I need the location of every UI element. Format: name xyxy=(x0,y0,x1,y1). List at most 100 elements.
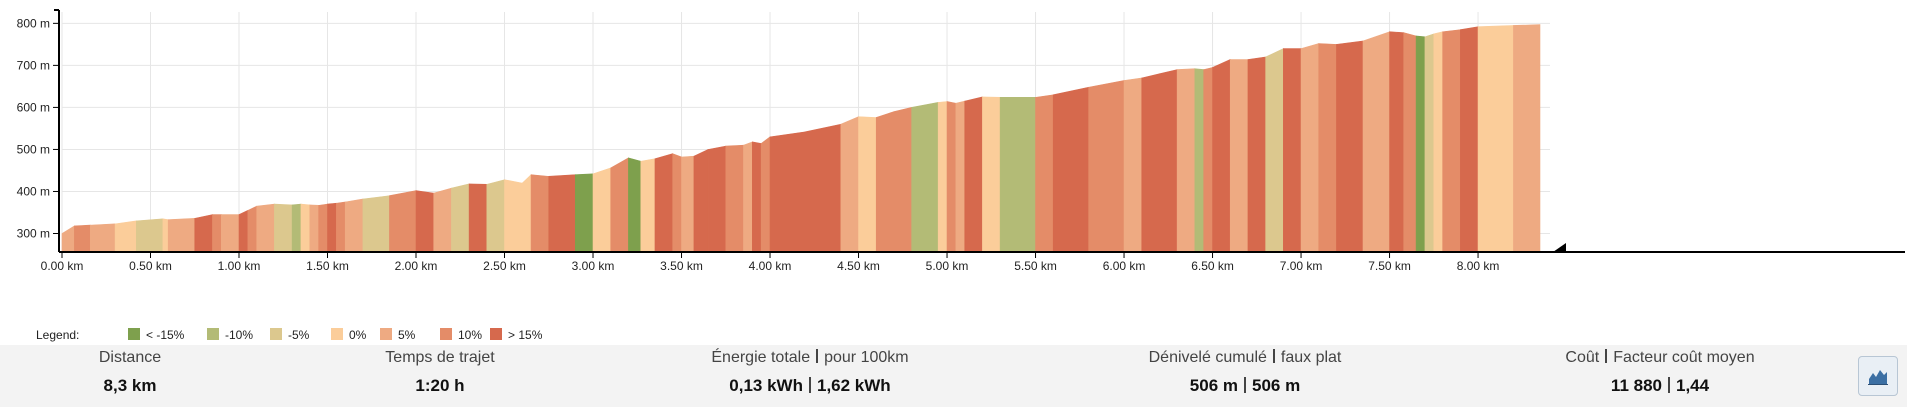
elevation-segment xyxy=(212,214,222,253)
elevation-segment xyxy=(628,157,642,253)
elevation-segment xyxy=(162,218,169,253)
elevation-segment xyxy=(1035,94,1054,253)
legend-swatch xyxy=(270,328,282,340)
elevation-segment xyxy=(654,153,673,253)
elevation-segment xyxy=(433,187,452,253)
stat-cost-factor-label: Facteur coût moyen xyxy=(1613,349,1755,366)
elevation-segment xyxy=(707,145,727,253)
x-tick-label: 3.00 km xyxy=(572,259,615,273)
elevation-segment xyxy=(1212,59,1231,253)
stat-distance-value: 8,3 km xyxy=(103,376,157,395)
elevation-segment xyxy=(893,107,912,253)
y-tick-label: 700 m xyxy=(17,58,50,72)
elevation-profile-button[interactable] xyxy=(1858,356,1898,396)
elevation-segment xyxy=(451,183,470,253)
elevation-segment xyxy=(1403,32,1417,253)
elevation-segment xyxy=(1265,48,1284,253)
elevation-segment xyxy=(486,179,505,253)
elevation-segment xyxy=(1052,86,1089,253)
stat-distance: Distance 8,3 km xyxy=(40,345,220,407)
elevation-segment xyxy=(327,202,337,253)
elevation-segment xyxy=(964,96,983,253)
elevation-segment xyxy=(1433,31,1443,253)
elevation-segment xyxy=(725,144,744,253)
stat-energy-label: Énergie totale xyxy=(711,349,811,366)
elevation-segment xyxy=(504,179,523,253)
elevation-segment xyxy=(1229,59,1249,253)
elevation-segment xyxy=(982,96,1001,253)
separator xyxy=(816,349,819,363)
x-tick-label: 7.50 km xyxy=(1368,259,1411,273)
elevation-segment xyxy=(318,203,328,253)
legend-title: Legend: xyxy=(36,328,79,342)
elevation-segment xyxy=(521,173,532,253)
elevation-segment xyxy=(999,97,1036,253)
elevation-segment xyxy=(1362,31,1390,253)
stat-travel-time-value: 1:20 h xyxy=(415,376,465,395)
stat-cost-factor-value: 1,44 xyxy=(1675,376,1710,395)
elevation-segment xyxy=(1283,48,1302,253)
stat-energy-per100-label: pour 100km xyxy=(824,349,909,366)
legend-label: 10% xyxy=(458,328,482,342)
elevation-segment xyxy=(336,201,346,253)
legend-label: -10% xyxy=(225,328,253,342)
stat-travel-time: Temps de trajet 1:20 h xyxy=(320,345,560,407)
x-tick-label: 2.00 km xyxy=(395,259,438,273)
x-tick-label: 5.50 km xyxy=(1014,259,1057,273)
elevation-segment xyxy=(1513,24,1541,253)
elevation-segment xyxy=(946,101,957,253)
elevation-segment xyxy=(61,225,75,253)
x-tick-label: 0.00 km xyxy=(41,259,84,273)
separator xyxy=(1605,349,1608,363)
elevation-segment xyxy=(274,203,293,253)
elevation-segment xyxy=(1247,56,1266,253)
elevation-segment xyxy=(640,158,656,253)
elevation-segment xyxy=(90,223,116,253)
legend-label: < -15% xyxy=(146,328,185,342)
elevation-segment xyxy=(743,141,753,253)
stat-elevation-value: 506 m xyxy=(1189,376,1238,395)
elevation-segment xyxy=(1424,33,1435,253)
stat-travel-time-label: Temps de trajet xyxy=(385,349,495,366)
legend-swatch xyxy=(207,328,219,340)
elevation-segment xyxy=(548,174,576,253)
elevation-chart-svg: 300 m 400 m 500 m 600 m 700 m 800 m 0.00 km 0.5… xyxy=(17,9,1905,342)
elevation-segment xyxy=(1123,77,1143,253)
elevation-segment xyxy=(840,116,859,253)
elevation-segment xyxy=(681,155,695,253)
elevation-profile-icon xyxy=(1868,370,1888,385)
elevation-segment xyxy=(468,183,488,253)
elevation-segment xyxy=(1300,43,1320,253)
end-marker-icon xyxy=(1553,243,1566,252)
elevation-segment xyxy=(167,218,196,253)
x-tick-label: 3.50 km xyxy=(660,259,703,273)
legend-label: 0% xyxy=(349,328,367,342)
separator xyxy=(809,377,811,393)
x-tick-label: 4.50 km xyxy=(837,259,880,273)
elevation-chart: 300 m 400 m 500 m 600 m 700 m 800 m 0.00 km 0.5… xyxy=(17,9,1905,342)
elevation-segment xyxy=(362,195,390,253)
stat-cost: Coût Facteur coût moyen 11 880 1,44 xyxy=(1500,345,1820,407)
stat-false-flat-value: 506 m xyxy=(1252,376,1301,395)
elevation-segment xyxy=(858,116,877,253)
elevation-segment xyxy=(530,174,550,253)
elevation-segment xyxy=(1442,29,1461,253)
x-tick-label: 5.00 km xyxy=(926,259,969,273)
elevation-segment xyxy=(1141,73,1160,253)
x-tick-label: 6.50 km xyxy=(1191,259,1234,273)
elevation-segment xyxy=(1159,69,1178,253)
elevation-segment xyxy=(875,111,895,253)
elevation-segment xyxy=(769,131,806,253)
legend-swatch xyxy=(440,328,452,340)
elevation-segment xyxy=(300,203,311,253)
elevation-segment xyxy=(74,224,91,253)
x-tick-label: 1.00 km xyxy=(218,259,261,273)
elevation-segment xyxy=(760,136,771,253)
x-tick-label: 6.00 km xyxy=(1103,259,1146,273)
legend-label: -5% xyxy=(288,328,310,342)
elevation-segment xyxy=(256,203,275,253)
elevation-segment xyxy=(575,173,594,253)
stat-energy-value: 0,13 kWh xyxy=(729,376,803,395)
x-tick-label: 2.50 km xyxy=(483,259,526,273)
elevation-segment xyxy=(238,209,249,253)
